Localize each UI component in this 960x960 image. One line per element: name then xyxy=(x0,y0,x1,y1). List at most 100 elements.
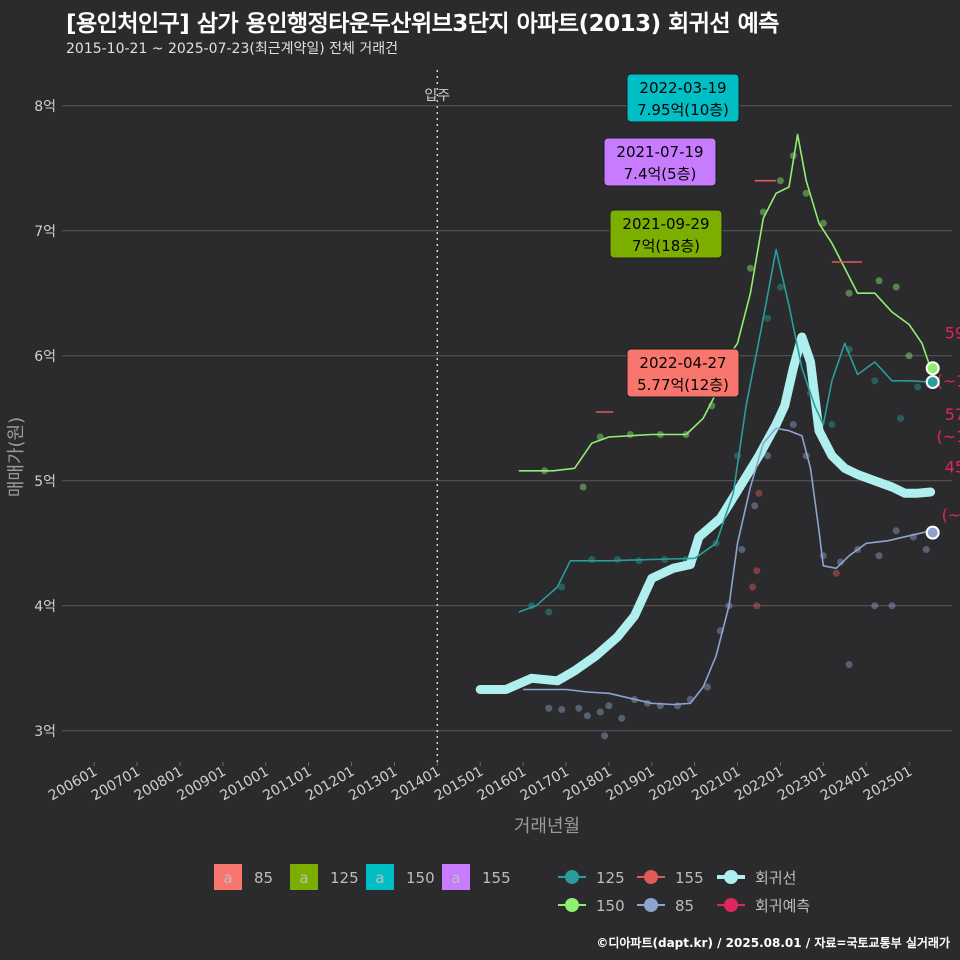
annotation-box xyxy=(603,137,717,187)
scatter-point xyxy=(746,264,754,272)
annotation-box xyxy=(626,348,740,398)
x-tick-label: 200701 xyxy=(89,764,143,805)
scatter-point xyxy=(545,608,553,616)
scatter-point xyxy=(914,383,922,391)
y-tick-label: 6억 xyxy=(34,349,56,365)
legend-dot-회귀예측 xyxy=(724,898,738,912)
prediction-area: (~85㎡) xyxy=(942,506,960,525)
scatter-point xyxy=(776,283,784,291)
scatter-point xyxy=(819,219,827,227)
x-tick-label: 201201 xyxy=(303,764,357,805)
source-credit: ©디아파트(dapt.kr) / 2025.08.01 / 자료=국토교통부 실… xyxy=(596,936,950,950)
y-tick-label: 4억 xyxy=(34,599,56,615)
annotation-date: 2021-09-29 xyxy=(622,215,709,233)
x-tick-label: 201801 xyxy=(561,764,615,805)
scatter-point xyxy=(753,567,761,575)
scatter-point xyxy=(583,712,591,720)
legend-swatch-glyph: a xyxy=(223,869,232,887)
scatter-point xyxy=(764,452,772,460)
scatter-point xyxy=(871,377,879,385)
scatter-point xyxy=(734,452,742,460)
move-in-label: 입주 xyxy=(424,88,450,104)
scatter-point xyxy=(845,661,853,668)
scatter-point xyxy=(753,602,761,610)
annotation-date: 2022-03-19 xyxy=(639,79,726,97)
prediction-value: 45,850 xyxy=(945,458,960,477)
prediction-marker xyxy=(925,525,940,540)
series-line-85 xyxy=(523,427,931,706)
legend-swatch-155 xyxy=(442,864,470,890)
scatter-point xyxy=(897,414,905,422)
scatter-point xyxy=(875,277,883,285)
chart-subtitle: 2015-10-21 ~ 2025-07-23(최근계약일) 전체 거래건 xyxy=(66,41,398,57)
scatter-point xyxy=(755,489,763,497)
scatter-point xyxy=(905,352,913,360)
scatter-point xyxy=(776,177,784,185)
annotation-date: 2021-07-19 xyxy=(616,143,703,161)
scatter-point xyxy=(575,704,583,712)
x-axis-title: 거래년월 xyxy=(514,816,580,837)
scatter-point xyxy=(832,569,840,577)
scatter-point xyxy=(545,704,553,712)
scatter-point xyxy=(749,583,757,591)
y-tick-label: 3억 xyxy=(34,724,56,740)
scatter-point xyxy=(605,702,613,710)
legend-swatch-150 xyxy=(366,864,394,890)
legend-label-150: 150 xyxy=(596,897,625,915)
x-tick-label: 202001 xyxy=(646,764,700,805)
chart-title: [용인처인구] 삼가 용인행정타운두산위브3단지 아파트(2013) 회귀선 예… xyxy=(66,11,779,37)
x-tick-label: 201401 xyxy=(389,764,443,805)
legend-label-85: 85 xyxy=(254,869,273,887)
scatter-point xyxy=(626,431,634,438)
scatter-point xyxy=(888,602,896,610)
x-tick-label: 201001 xyxy=(217,764,271,805)
scatter-point xyxy=(613,556,621,563)
legend-swatch-85 xyxy=(214,864,242,890)
legend-dot-회귀선 xyxy=(724,870,738,884)
series-line-125 xyxy=(518,248,931,613)
x-tick-label: 201301 xyxy=(346,764,400,805)
y-axis-title: 매매가(원) xyxy=(6,417,27,497)
y-tick-label: 7억 xyxy=(34,224,56,240)
legend-label-155: 155 xyxy=(482,869,511,887)
x-tick-label: 202501 xyxy=(861,764,915,805)
legend-label-125: 125 xyxy=(330,869,359,887)
x-tick-label: 202101 xyxy=(689,764,743,805)
scatter-point xyxy=(558,706,566,713)
annotation-price: 5.77억(12층) xyxy=(637,376,729,394)
x-tick-label: 201901 xyxy=(603,764,657,805)
x-tick-label: 201501 xyxy=(432,764,486,805)
legend-swatch-125 xyxy=(290,864,318,890)
prediction-marker xyxy=(925,375,940,389)
legend-label-85: 85 xyxy=(675,897,694,915)
scatter-point xyxy=(751,502,759,510)
annotation-box xyxy=(626,73,740,123)
legend-swatch-glyph: a xyxy=(299,869,308,887)
scatter-point xyxy=(875,552,883,560)
scatter-point xyxy=(892,283,900,291)
legend-dot-150 xyxy=(565,898,579,912)
y-tick-label: 5억 xyxy=(34,474,56,490)
x-tick-label: 200601 xyxy=(46,764,100,805)
x-tick-label: 201701 xyxy=(518,764,572,805)
legend-dot-85 xyxy=(644,898,658,912)
scatter-point xyxy=(828,421,836,428)
x-tick-label: 201101 xyxy=(260,764,314,805)
x-tick-label: 200801 xyxy=(132,764,186,805)
scatter-point xyxy=(819,552,827,560)
annotation-price: 7.4억(5층) xyxy=(624,165,697,183)
prediction-value: 57,900 xyxy=(945,405,960,424)
scatter-point xyxy=(588,556,596,563)
scatter-point xyxy=(922,546,930,553)
scatter-point xyxy=(635,557,643,565)
legend-label-회귀선: 회귀선 xyxy=(755,869,796,887)
scatter-point xyxy=(892,527,900,535)
y-tick-label: 8억 xyxy=(34,99,56,115)
scatter-point xyxy=(738,546,746,553)
legend-label-155: 155 xyxy=(675,869,704,887)
x-tick-label: 202401 xyxy=(818,764,872,805)
legend-swatch-glyph: a xyxy=(451,869,460,887)
scatter-point xyxy=(871,602,879,610)
scatter-point xyxy=(704,683,712,691)
